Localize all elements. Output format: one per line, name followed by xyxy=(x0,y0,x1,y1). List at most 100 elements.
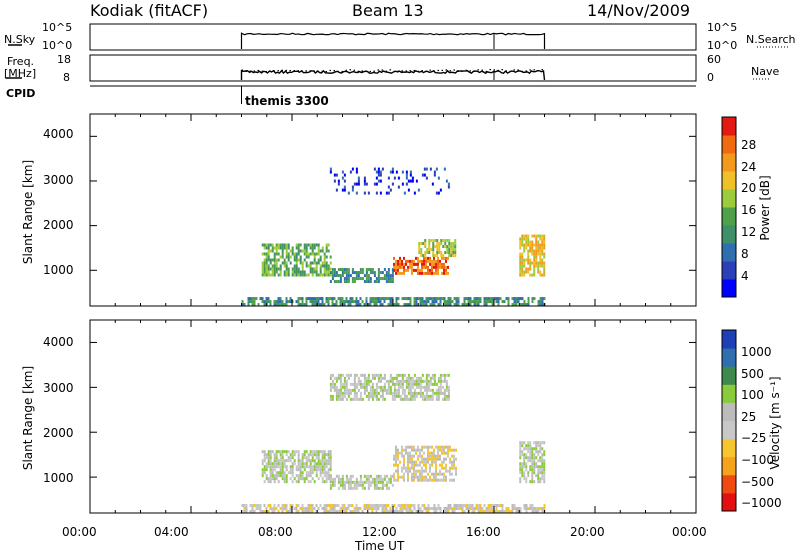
power-cell xyxy=(295,270,298,274)
velocity-cell xyxy=(341,373,344,377)
velocity-cell xyxy=(257,504,260,508)
power-cell xyxy=(434,239,437,243)
velocity-cell xyxy=(263,450,266,454)
power-cell xyxy=(450,242,453,246)
velocity-cell xyxy=(467,504,470,508)
velocity-cell xyxy=(297,450,300,454)
power-cell xyxy=(537,243,540,247)
power-cell xyxy=(325,267,328,271)
power-cell xyxy=(275,261,278,265)
power-cell xyxy=(373,167,376,171)
power-cell xyxy=(355,271,358,275)
velocity-cell xyxy=(405,504,408,508)
power-cell xyxy=(422,254,425,258)
power-cell xyxy=(525,258,528,262)
power-cell xyxy=(533,270,536,274)
power-cell xyxy=(543,297,546,301)
velocity-cell xyxy=(265,465,268,469)
velocity-cell xyxy=(385,504,388,508)
velocity-cell xyxy=(407,385,410,389)
power-cell xyxy=(301,264,304,268)
velocity-cell xyxy=(395,373,398,377)
power-cell xyxy=(369,277,372,281)
power-cell xyxy=(521,240,524,244)
velocity-cell xyxy=(361,373,364,377)
velocity-cell xyxy=(365,477,368,481)
power-cell xyxy=(267,258,270,262)
velocity-cell xyxy=(433,510,436,514)
velocity-cell xyxy=(447,507,450,511)
velocity-cell xyxy=(485,510,488,514)
velocity-cell xyxy=(427,382,430,386)
velocity-cell xyxy=(403,388,406,392)
power-cell xyxy=(339,303,342,307)
power-cell xyxy=(461,303,464,307)
velocity-cell xyxy=(421,478,423,482)
velocity-cell xyxy=(367,480,370,484)
power-cell xyxy=(279,243,282,247)
power-cell xyxy=(387,176,390,180)
velocity-cell xyxy=(265,462,268,466)
velocity-cell xyxy=(271,462,274,466)
velocity-cell xyxy=(425,463,427,467)
power-cell xyxy=(437,297,440,301)
velocity-cell xyxy=(367,474,370,478)
power-cell xyxy=(535,237,538,241)
power-cell xyxy=(287,252,290,256)
power-cell xyxy=(279,303,282,307)
power-cell xyxy=(531,243,534,247)
power-cell xyxy=(261,261,264,265)
velocity-cell xyxy=(411,454,413,458)
power-cell xyxy=(415,262,417,266)
velocity-cell xyxy=(413,463,415,467)
velocity-cell xyxy=(413,460,415,464)
power-cell xyxy=(395,262,397,266)
velocity-cell xyxy=(263,504,266,508)
velocity-cell xyxy=(531,465,534,469)
power-cell xyxy=(465,303,468,307)
power-cell xyxy=(395,170,398,174)
velocity-cell xyxy=(345,397,348,401)
velocity-cell xyxy=(355,483,358,487)
velocity-cell xyxy=(371,373,374,377)
velocity-cell xyxy=(395,460,397,464)
velocity-cell xyxy=(273,456,276,460)
velocity-cell xyxy=(447,448,449,452)
power-cell xyxy=(243,303,246,307)
velocity-cell xyxy=(533,441,536,445)
power-cell xyxy=(483,300,486,304)
velocity-cell xyxy=(445,475,447,479)
power-cell xyxy=(409,170,412,174)
velocity-cell xyxy=(521,471,524,475)
power-cell xyxy=(307,297,310,301)
velocity-cell xyxy=(265,477,268,481)
velocity-cell xyxy=(345,385,348,389)
power-cell xyxy=(367,274,370,278)
velocity-cell xyxy=(419,460,421,464)
power-cell xyxy=(447,300,450,304)
nave-dot xyxy=(433,70,435,72)
power-cell xyxy=(403,297,406,301)
power-cell xyxy=(425,262,427,266)
power-cell xyxy=(297,249,300,253)
power-cell xyxy=(283,258,286,262)
nsearch-tick-low: 10^0 xyxy=(707,39,738,52)
velocity-cell xyxy=(377,397,380,401)
velocity-cell xyxy=(401,448,403,452)
power-cell xyxy=(439,259,441,263)
velocity-cell xyxy=(421,457,423,461)
velocity-cell xyxy=(439,507,442,511)
power-cell xyxy=(393,268,395,272)
power-cell xyxy=(483,303,486,307)
velocity-cell xyxy=(373,373,376,377)
power-cell xyxy=(529,261,532,265)
power-cell xyxy=(345,277,348,281)
velocity-cell xyxy=(481,507,484,511)
power-cell xyxy=(295,246,298,250)
power-cell xyxy=(329,170,332,174)
power-cell xyxy=(277,252,280,256)
power-cell xyxy=(427,268,429,272)
velocity-cell xyxy=(411,463,413,467)
velocity-cell xyxy=(429,376,432,380)
velocity-cell xyxy=(543,465,546,469)
